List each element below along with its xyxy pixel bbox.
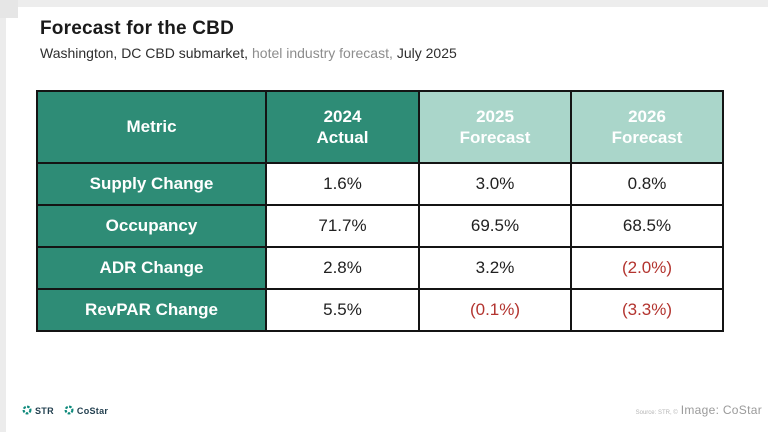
photo-edge-top [0,0,768,7]
column-header-line1: 2026 [628,106,666,126]
footer-attribution: Source: STR, © Image: CoStar [636,403,762,417]
column-header-2026-forecast: 2026 Forecast [570,90,724,164]
column-header-2025-forecast: 2025 Forecast [418,90,572,164]
photo-edge-left [0,0,6,432]
value-cell: 68.5% [570,204,724,248]
slide-subtitle: Washington, DC CBD submarket, hotel indus… [40,45,457,61]
costar-logo-label: CoStar [76,406,109,416]
subtitle-descriptor: hotel industry forecast, [252,45,393,61]
column-header-line1: 2025 [476,106,514,126]
value-cell-negative: (0.1%) [418,288,572,332]
table-row-adr-change: ADR Change 2.8% 3.2% (2.0%) [36,246,724,290]
value-cell: 5.5% [265,288,420,332]
image-credit: Image: CoStar [680,403,762,417]
subtitle-date: July 2025 [396,45,457,61]
column-header-2024-actual: 2024 Actual [265,90,420,164]
subtitle-location: Washington, DC CBD submarket, [40,45,248,61]
row-label: Occupancy [36,204,267,248]
forecast-table: Metric 2024 Actual 2025 Forecast 2026 Fo… [36,90,724,332]
value-cell: 2.8% [265,246,420,290]
value-cell: 71.7% [265,204,420,248]
column-header-label: Metric [126,117,177,137]
table-row-supply-change: Supply Change 1.6% 3.0% 0.8% [36,162,724,206]
column-header-metric: Metric [36,90,267,164]
str-logo-icon [22,402,32,420]
column-header-line1: 2024 [323,106,362,126]
value-cell: 1.6% [265,162,420,206]
value-cell: 3.2% [418,246,572,290]
value-cell: 69.5% [418,204,572,248]
value-cell: 0.8% [570,162,724,206]
footer-logos: STR CoStar [22,402,108,420]
column-header-line2: Forecast [611,128,683,147]
str-logo-label: STR [35,406,54,416]
column-header-line2: Forecast [459,128,531,147]
column-header-line2: Actual [316,128,369,147]
source-note: Source: STR, © [635,410,678,416]
table-row-occupancy: Occupancy 71.7% 69.5% 68.5% [36,204,724,248]
costar-logo: CoStar [64,402,108,420]
value-cell-negative: (3.3%) [570,288,724,332]
value-cell: 3.0% [418,162,572,206]
row-label: ADR Change [36,246,267,290]
row-label: RevPAR Change [36,288,267,332]
row-label: Supply Change [36,162,267,206]
str-logo: STR [22,402,54,420]
costar-logo-icon [64,402,74,420]
table-header-row: Metric 2024 Actual 2025 Forecast 2026 Fo… [36,90,724,164]
slide-title: Forecast for the CBD [40,18,235,39]
photo-edge-corner [0,0,18,18]
table-row-revpar-change: RevPAR Change 5.5% (0.1%) (3.3%) [36,288,724,332]
value-cell-negative: (2.0%) [570,246,724,290]
